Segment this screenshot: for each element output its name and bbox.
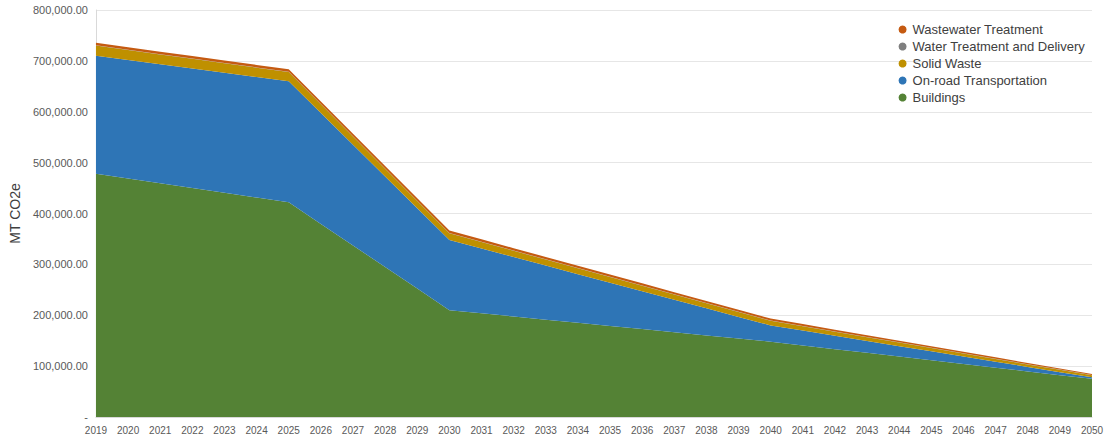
svg-text:Buildings: Buildings [913,90,966,105]
svg-text:2049: 2049 [1049,425,1072,436]
svg-text:2040: 2040 [760,425,783,436]
svg-text:2022: 2022 [181,425,204,436]
svg-text:Wastewater Treatment: Wastewater Treatment [913,22,1044,37]
svg-text:400,000.00: 400,000.00 [33,208,88,220]
svg-text:2023: 2023 [213,425,236,436]
svg-text:2029: 2029 [406,425,429,436]
svg-text:2037: 2037 [663,425,686,436]
svg-text:MT CO2e: MT CO2e [7,183,23,244]
svg-text:2046: 2046 [952,425,975,436]
svg-text:2050: 2050 [1081,425,1104,436]
svg-text:2041: 2041 [792,425,815,436]
svg-text:Water Treatment and Delivery: Water Treatment and Delivery [913,39,1086,54]
svg-text:2033: 2033 [535,425,558,436]
svg-text:700,000.00: 700,000.00 [33,55,88,67]
svg-text:2030: 2030 [438,425,461,436]
svg-text:2042: 2042 [824,425,847,436]
svg-text:2035: 2035 [599,425,622,436]
svg-text:800,000.00: 800,000.00 [33,4,88,16]
svg-text:2021: 2021 [149,425,172,436]
svg-text:2019: 2019 [85,425,108,436]
svg-text:2020: 2020 [117,425,140,436]
svg-text:2038: 2038 [695,425,718,436]
svg-text:2047: 2047 [984,425,1007,436]
svg-text:500,000.00: 500,000.00 [33,157,88,169]
svg-text:100,000.00: 100,000.00 [33,360,88,372]
svg-text:200,000.00: 200,000.00 [33,309,88,321]
svg-text:2036: 2036 [631,425,654,436]
svg-text:On-road Transportation: On-road Transportation [913,73,1047,88]
svg-text:2043: 2043 [856,425,879,436]
svg-text:2031: 2031 [470,425,493,436]
svg-text:300,000.00: 300,000.00 [33,258,88,270]
svg-text:2045: 2045 [920,425,943,436]
svg-text:2039: 2039 [727,425,750,436]
svg-text:2028: 2028 [374,425,397,436]
svg-text:2044: 2044 [888,425,911,436]
svg-text:Solid Waste: Solid Waste [913,56,982,71]
svg-text:2048: 2048 [1017,425,1040,436]
svg-text:2024: 2024 [245,425,268,436]
svg-text:2032: 2032 [503,425,526,436]
svg-text:600,000.00: 600,000.00 [33,106,88,118]
svg-text:2027: 2027 [342,425,365,436]
svg-text:2025: 2025 [278,425,301,436]
svg-text:2034: 2034 [567,425,590,436]
svg-text:-: - [84,411,88,423]
svg-text:2026: 2026 [310,425,333,436]
